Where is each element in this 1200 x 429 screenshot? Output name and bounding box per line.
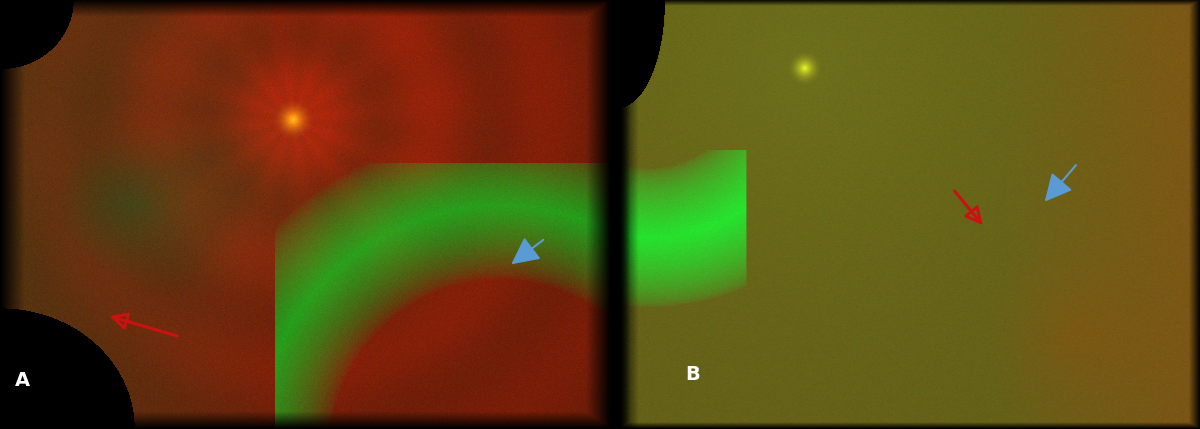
Text: A: A <box>16 372 30 390</box>
Text: B: B <box>685 365 700 384</box>
